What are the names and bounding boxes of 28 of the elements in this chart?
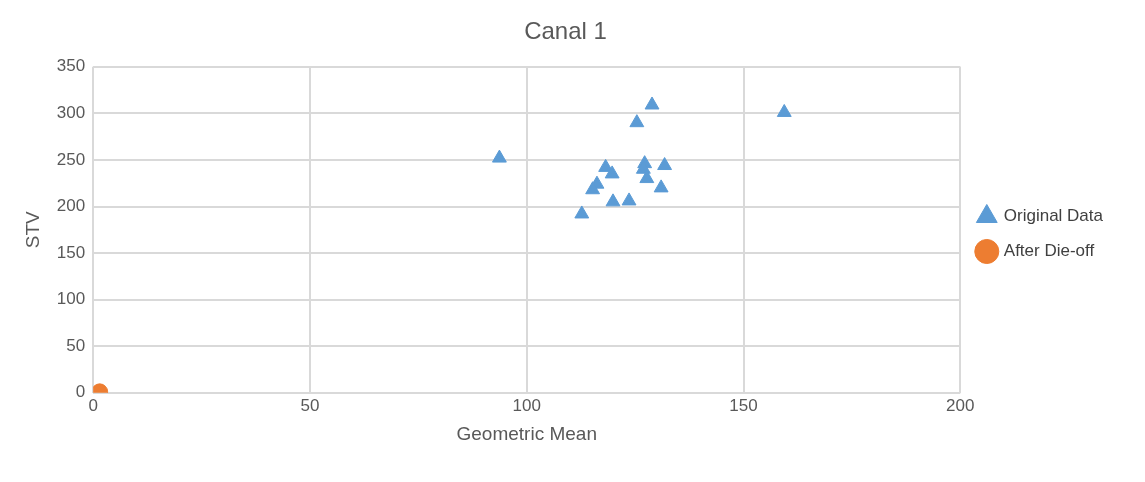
point: [653, 179, 669, 193]
y-tick-label: 0: [75, 382, 86, 402]
legend-label: Original Data: [1003, 206, 1104, 226]
y-tick-label: 300: [56, 103, 86, 123]
point: [604, 165, 620, 179]
y-tick-label: 150: [56, 242, 86, 262]
x-tick-label: 50: [300, 395, 320, 415]
point: [605, 193, 621, 207]
legend-label: After Die-off: [1003, 241, 1095, 261]
point: [621, 192, 637, 206]
y-tick-label: 50: [66, 335, 86, 355]
point: [491, 149, 507, 163]
x-tick-label: 200: [946, 395, 975, 415]
y-tick-label: 200: [56, 196, 86, 216]
y-tick-label: 350: [56, 56, 86, 76]
y-tick-label: 100: [56, 289, 86, 309]
x-axis-title: Geometric Mean: [456, 422, 597, 444]
y-tick-label: 250: [56, 149, 86, 169]
point: [776, 103, 792, 117]
point: [657, 157, 673, 171]
point: [574, 205, 590, 219]
chart-title: Canal 1: [524, 17, 607, 45]
y-axis-title: STV: [21, 211, 43, 249]
x-tick-label: 150: [729, 395, 758, 415]
point: [585, 181, 601, 195]
point: [644, 96, 660, 110]
x-tick-label: 100: [512, 395, 541, 415]
point: [629, 114, 645, 128]
